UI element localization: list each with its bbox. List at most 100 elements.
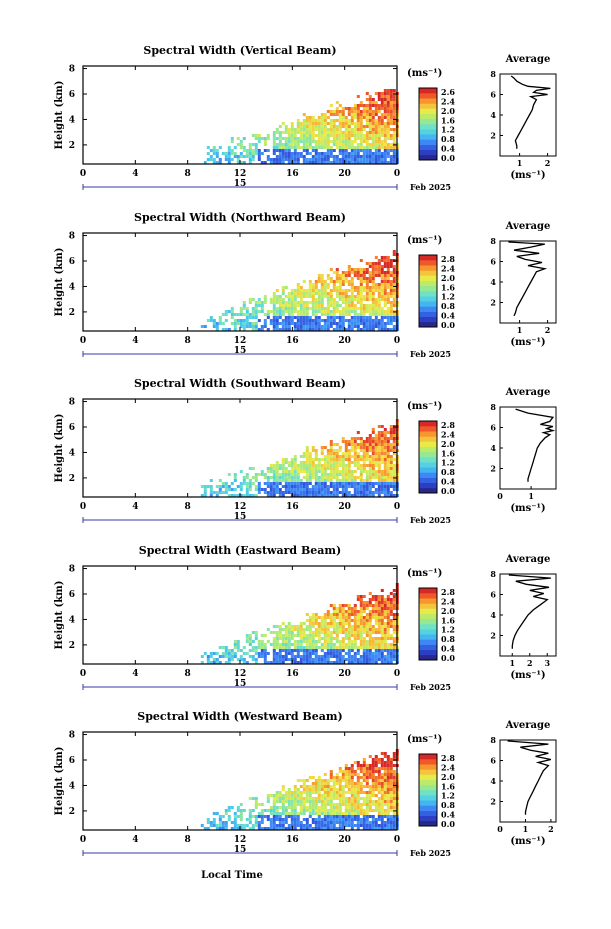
heatmap-cell: [272, 298, 276, 301]
heatmap-cell: [281, 818, 285, 821]
heatmap-cell: [332, 494, 336, 497]
heatmap-cell: [347, 119, 351, 122]
heatmap-cell: [365, 640, 369, 643]
heatmap-cell: [371, 461, 375, 464]
heatmap-cell: [278, 824, 282, 827]
heatmap-cell: [386, 818, 390, 821]
heatmap-cell: [257, 155, 261, 158]
heatmap-cell: [218, 316, 222, 319]
heatmap-cell: [386, 259, 390, 262]
heatmap-cell: [368, 767, 372, 770]
heatmap-cell: [275, 824, 279, 827]
date-month-year: Feb 2025: [410, 682, 451, 692]
colorbar-step: [419, 291, 437, 297]
heatmap-cell: [341, 113, 345, 116]
heatmap-cell: [347, 325, 351, 328]
heatmap-cell: [305, 301, 309, 304]
y-tick-label: 8: [69, 565, 75, 575]
heatmap-cell: [365, 470, 369, 473]
heatmap-cell: [362, 646, 366, 649]
heatmap-cell: [353, 616, 357, 619]
heatmap-cell: [365, 812, 369, 815]
heatmap-cell: [386, 295, 390, 298]
colorbar-step: [419, 154, 437, 161]
heatmap-cell: [254, 488, 258, 491]
heatmap-cell: [317, 152, 321, 155]
heatmap-cell: [362, 601, 366, 604]
heatmap-cell: [320, 286, 324, 289]
heatmap-cell: [317, 328, 321, 331]
profile-y-tick-label: 8: [490, 569, 496, 579]
heatmap-cell: [296, 485, 300, 488]
heatmap-cell: [323, 622, 327, 625]
heatmap-cell: [344, 280, 348, 283]
heatmap-cell: [365, 271, 369, 274]
heatmap-cell: [347, 485, 351, 488]
heatmap-cell: [359, 149, 363, 152]
profile-y-tick-label: 6: [490, 257, 496, 267]
heatmap-cell: [383, 256, 387, 259]
heatmap-cell: [380, 101, 384, 104]
heatmap-cell: [386, 262, 390, 265]
heatmap-cell: [314, 161, 318, 164]
heatmap-cell: [293, 827, 297, 830]
heatmap-cell: [362, 298, 366, 301]
heatmap-cell: [269, 488, 273, 491]
heatmap-cell: [329, 313, 333, 316]
heatmap-cell: [383, 292, 387, 295]
heatmap-cell: [377, 125, 381, 128]
heatmap-cell: [389, 767, 393, 770]
heatmap-cell: [377, 658, 381, 661]
heatmap-cell: [302, 146, 306, 149]
heatmap-cell: [341, 134, 345, 137]
heatmap-cell: [293, 655, 297, 658]
heatmap-cell: [350, 152, 354, 155]
heatmap-cell: [332, 307, 336, 310]
heatmap-cell: [386, 467, 390, 470]
heatmap-cell: [362, 604, 366, 607]
heatmap-cell: [281, 640, 285, 643]
heatmap-cell: [362, 652, 366, 655]
heatmap-cell: [383, 301, 387, 304]
heatmap-cell: [377, 607, 381, 610]
heatmap-cell: [212, 661, 216, 664]
heatmap-cell: [269, 631, 273, 634]
heatmap-cell: [320, 788, 324, 791]
heatmap-cell: [278, 482, 282, 485]
heatmap-cell: [272, 479, 276, 482]
heatmap-cell: [287, 134, 291, 137]
heatmap-cell: [230, 488, 234, 491]
heatmap-cell: [371, 652, 375, 655]
heatmap-cell: [287, 488, 291, 491]
heatmap-cell: [362, 637, 366, 640]
heatmap-cell: [392, 325, 396, 328]
heatmap-cell: [281, 803, 285, 806]
heatmap-cell: [269, 643, 273, 646]
heatmap-cell: [338, 131, 342, 134]
heatmap-cell: [359, 631, 363, 634]
heatmap-cell: [329, 292, 333, 295]
heatmap-cell: [284, 658, 288, 661]
heatmap-cell: [296, 301, 300, 304]
heatmap-cell: [272, 482, 276, 485]
heatmap-cell: [350, 643, 354, 646]
heatmap-cell: [251, 646, 255, 649]
heatmap-cell: [281, 304, 285, 307]
heatmap-cell: [392, 328, 396, 331]
heatmap-cell: [383, 815, 387, 818]
heatmap-cell: [389, 479, 393, 482]
heatmap-cell: [371, 637, 375, 640]
heatmap-cell: [365, 797, 369, 800]
heatmap-cell: [329, 646, 333, 649]
heatmap-cell: [383, 158, 387, 161]
heatmap-cell: [380, 622, 384, 625]
heatmap-cell: [371, 815, 375, 818]
heatmap-cell: [329, 616, 333, 619]
heatmap-cell: [263, 325, 267, 328]
heatmap-cell: [371, 98, 375, 101]
heatmap-cell: [371, 322, 375, 325]
heatmap-cell: [374, 137, 378, 140]
heatmap-cell: [317, 155, 321, 158]
heatmap-cell: [308, 776, 312, 779]
heatmap-cell: [314, 125, 318, 128]
